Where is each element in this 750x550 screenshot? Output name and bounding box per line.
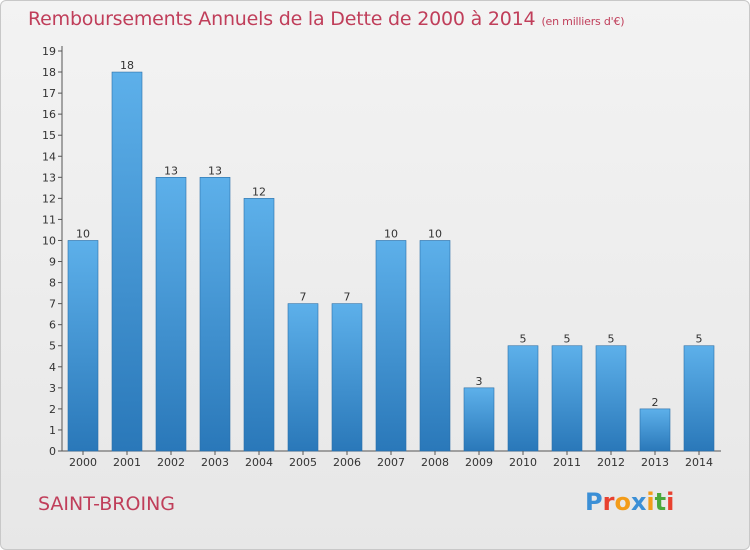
y-tick-label: 3 xyxy=(49,382,56,395)
x-tick-label: 2006 xyxy=(333,456,361,469)
x-tick-label: 2011 xyxy=(553,456,581,469)
y-tick-label: 19 xyxy=(42,45,56,58)
proxiti-logo: Proxiti xyxy=(585,488,674,516)
x-tick-label: 2003 xyxy=(201,456,229,469)
place-name: SAINT-BROING xyxy=(38,493,175,515)
data-label: 10 xyxy=(384,227,398,240)
data-label: 5 xyxy=(608,333,615,346)
chart-title-text: Remboursements Annuels de la Dette de 20… xyxy=(28,8,536,30)
data-label: 12 xyxy=(252,185,266,198)
bar xyxy=(683,345,715,452)
data-label: 13 xyxy=(164,164,178,177)
y-tick-label: 0 xyxy=(49,445,56,458)
y-tick-label: 4 xyxy=(49,361,56,374)
x-tick-label: 2007 xyxy=(377,456,405,469)
data-label: 10 xyxy=(76,227,90,240)
x-tick-label: 2014 xyxy=(685,456,713,469)
bar xyxy=(639,408,671,452)
data-label: 5 xyxy=(696,333,703,346)
bar xyxy=(287,303,319,452)
y-tick-label: 18 xyxy=(42,66,56,79)
x-tick-label: 2012 xyxy=(597,456,625,469)
bar xyxy=(243,198,275,452)
y-tick-label: 9 xyxy=(49,256,56,269)
data-label: 7 xyxy=(300,291,307,304)
bar xyxy=(331,303,363,452)
bar xyxy=(67,240,99,452)
bar xyxy=(507,345,539,452)
chart-title: Remboursements Annuels de la Dette de 20… xyxy=(28,8,625,30)
y-tick-label: 13 xyxy=(42,171,56,184)
x-tick-label: 2013 xyxy=(641,456,669,469)
y-tick-label: 11 xyxy=(42,213,56,226)
y-tick-label: 14 xyxy=(42,150,56,163)
data-label: 5 xyxy=(564,333,571,346)
bar xyxy=(595,345,627,452)
x-tick-label: 2005 xyxy=(289,456,317,469)
bar xyxy=(419,240,451,452)
data-label: 13 xyxy=(208,164,222,177)
bar xyxy=(463,387,495,452)
y-tick-label: 5 xyxy=(49,340,56,353)
bar xyxy=(199,177,231,452)
y-tick-label: 10 xyxy=(42,234,56,247)
bar xyxy=(155,177,187,452)
logo-letter: i xyxy=(646,488,655,516)
data-label: 5 xyxy=(520,333,527,346)
data-label: 18 xyxy=(120,59,134,72)
logo-letter: r xyxy=(602,488,615,516)
x-tick-label: 2009 xyxy=(465,456,493,469)
y-tick-label: 16 xyxy=(42,108,56,121)
logo-letter: i xyxy=(666,488,675,516)
bar xyxy=(111,71,143,452)
x-tick-label: 2004 xyxy=(245,456,273,469)
x-tick-label: 2008 xyxy=(421,456,449,469)
y-tick-label: 6 xyxy=(49,319,56,332)
y-tick-label: 12 xyxy=(42,192,56,205)
x-tick-label: 2000 xyxy=(69,456,97,469)
logo-letter: x xyxy=(630,488,647,516)
data-label: 10 xyxy=(428,227,442,240)
data-label: 2 xyxy=(652,396,659,409)
y-tick-label: 7 xyxy=(49,298,56,311)
x-tick-label: 2002 xyxy=(157,456,185,469)
y-tick-label: 1 xyxy=(49,424,56,437)
y-tick-label: 8 xyxy=(49,277,56,290)
chart-subtitle: (en milliers d'€) xyxy=(541,15,625,28)
data-label: 3 xyxy=(476,375,483,388)
bar xyxy=(375,240,407,452)
y-tick-label: 15 xyxy=(42,129,56,142)
y-tick-label: 2 xyxy=(49,403,56,416)
x-tick-label: 2010 xyxy=(509,456,537,469)
data-label: 7 xyxy=(344,291,351,304)
logo-letter: P xyxy=(585,488,603,516)
bar xyxy=(551,345,583,452)
logo-letter: t xyxy=(654,488,667,516)
logo-letter: o xyxy=(614,488,631,516)
y-tick-label: 17 xyxy=(42,87,56,100)
x-tick-label: 2001 xyxy=(113,456,141,469)
